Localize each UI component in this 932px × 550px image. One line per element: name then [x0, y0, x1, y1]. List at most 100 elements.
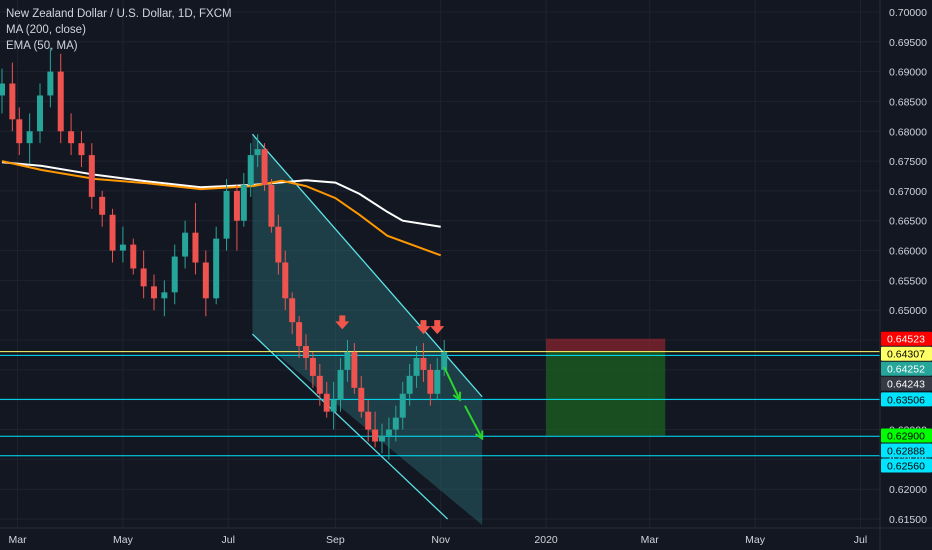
candle-body — [192, 232, 199, 263]
candle — [268, 178, 275, 233]
price-label-bg — [881, 376, 932, 391]
candlesticks — [0, 47, 448, 460]
green-arrow-head — [474, 430, 484, 441]
candle — [434, 357, 441, 400]
candle-body — [68, 131, 75, 144]
candle — [182, 220, 189, 269]
candle — [99, 190, 106, 227]
candle-body — [441, 352, 448, 370]
candle-body — [130, 244, 137, 269]
price-label-bg — [881, 392, 932, 407]
horizontal-lines[interactable] — [0, 351, 880, 457]
candle — [323, 381, 330, 418]
candle-body — [365, 411, 372, 430]
price-label-bg — [881, 331, 932, 346]
candle-body — [351, 352, 358, 388]
candle — [441, 340, 448, 376]
channel-lower-line[interactable] — [252, 333, 449, 520]
candle-body — [57, 71, 64, 132]
candle-body — [202, 262, 209, 299]
candle-body — [392, 417, 399, 430]
candle-body — [289, 298, 296, 323]
candle — [37, 83, 43, 144]
price-label-text: 0.63506 — [887, 394, 925, 406]
annotation-markers[interactable] — [335, 315, 484, 441]
candle-body — [358, 387, 365, 412]
candle — [330, 381, 337, 430]
candle — [385, 417, 392, 460]
price-axis-labels: 0.64523 0.64307 0.64252 0.64243 0.63506 0.629… — [881, 331, 932, 473]
time-tick-label: May — [745, 534, 766, 546]
candle-body — [413, 357, 420, 376]
candle-body — [372, 429, 379, 442]
candle — [309, 352, 316, 388]
candle-body — [337, 369, 344, 400]
candle — [0, 68, 5, 114]
price-tick-label: 0.62000 — [889, 484, 927, 496]
price-label-bg — [881, 428, 932, 443]
red-down-arrow-icon[interactable] — [335, 315, 350, 330]
green-arrow-shaft — [443, 366, 461, 401]
candle — [171, 244, 178, 305]
red-down-arrow-icon[interactable] — [430, 320, 445, 335]
price-tick-label: 0.67500 — [889, 156, 927, 168]
price-label: 0.63506 — [881, 392, 932, 407]
take-profit-zone[interactable] — [546, 351, 666, 436]
price-tick-label: 0.61500 — [889, 514, 927, 526]
time-tick-label: Mar — [8, 534, 27, 546]
price-label: 0.64252 — [881, 361, 932, 376]
candle — [9, 62, 16, 132]
candle — [303, 334, 309, 370]
price-label-text: 0.64523 — [887, 334, 925, 346]
candle — [119, 226, 126, 263]
red-down-arrow-icon[interactable] — [416, 320, 431, 335]
candle-body — [47, 71, 54, 96]
candle — [289, 292, 296, 335]
candle-body — [37, 95, 43, 132]
candle — [392, 405, 399, 442]
price-tick-label: 0.69500 — [889, 37, 927, 49]
channel-fill[interactable] — [252, 134, 483, 526]
candle-body — [119, 244, 126, 251]
candle-body — [140, 268, 147, 287]
price-label-text: 0.64252 — [887, 364, 925, 376]
candle-body — [434, 369, 441, 394]
candle-body — [303, 346, 309, 358]
candle-body — [213, 238, 220, 299]
candle — [420, 343, 427, 382]
candle — [296, 316, 303, 358]
ma-200-legend: MA (200, close) — [6, 24, 86, 36]
candle-body — [323, 393, 330, 412]
time-tick-label: Mar — [641, 534, 660, 546]
price-label-text: 0.62900 — [887, 431, 925, 443]
price-tick-label: 0.67000 — [889, 186, 927, 198]
ma-200-line — [1, 161, 441, 228]
candle — [68, 113, 75, 156]
candle — [316, 363, 323, 406]
candle-body — [78, 143, 85, 156]
candle — [379, 423, 385, 454]
candle-body — [171, 256, 178, 293]
candle — [161, 280, 168, 317]
candle-body — [296, 322, 303, 347]
candle-body — [109, 214, 116, 251]
stop-loss-zone[interactable] — [546, 338, 666, 352]
candle — [427, 363, 434, 406]
candle-body — [0, 83, 5, 96]
green-arrow-icon[interactable] — [464, 405, 484, 441]
price-label: 0.62900 — [881, 428, 932, 443]
price-tick-label: 0.68000 — [889, 126, 927, 138]
green-arrow-icon[interactable] — [443, 366, 462, 402]
candle-body — [330, 399, 337, 412]
short-position-tool[interactable] — [546, 338, 666, 436]
price-tick-label: 0.68500 — [889, 96, 927, 108]
candle-body — [9, 83, 16, 120]
candle-body — [26, 131, 33, 144]
candle-body — [309, 357, 316, 376]
candle-body — [88, 155, 95, 197]
candle — [223, 178, 230, 251]
candle — [240, 173, 247, 227]
price-tick-label: 0.65000 — [889, 305, 927, 317]
candle — [372, 411, 379, 448]
